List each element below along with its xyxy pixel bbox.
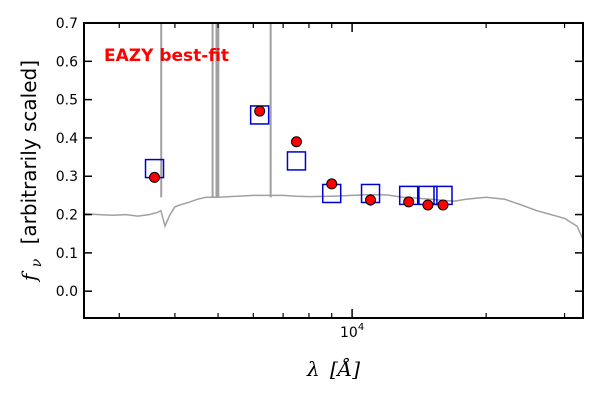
x-tick-label-exp: 4 xyxy=(358,322,364,333)
observed-point xyxy=(149,171,161,183)
y-axis-label: f ν [arbitrarily scaled] xyxy=(17,60,46,283)
axis-ticks: 0.0 0.1 0.2 0.3 0.4 0.5 0.6 0.7 xyxy=(56,16,583,318)
model-photometry-square xyxy=(286,151,307,171)
observed-point xyxy=(365,194,377,206)
y-axis-text: [arbitrarily scaled] xyxy=(17,60,41,244)
y-tick-label: 0.6 xyxy=(56,54,78,70)
plot-frame xyxy=(83,22,584,319)
emission-lines-layer xyxy=(160,23,272,198)
observed-point xyxy=(290,136,302,148)
annotation-eazy-best-fit: EAZY best-fit xyxy=(104,46,229,66)
y-axis-subscript: ν xyxy=(29,258,45,267)
observed-point xyxy=(422,199,434,211)
observed-point xyxy=(437,199,449,211)
y-tick-label: 0.4 xyxy=(56,131,78,147)
template-spectrum-line xyxy=(83,193,584,240)
x-axis-unit: [Å] xyxy=(330,356,360,381)
observed-point xyxy=(403,196,415,208)
observed-photometry-layer xyxy=(149,105,449,211)
model-photometry-layer xyxy=(144,105,453,206)
y-tick-label: 0.1 xyxy=(56,246,78,262)
y-tick-label: 0.7 xyxy=(56,16,78,32)
y-tick-label: 0.3 xyxy=(56,169,78,185)
x-tick-label-1e4: 104 xyxy=(340,322,364,341)
x-tick-label-base: 10 xyxy=(340,325,358,341)
y-tick-label: 0.5 xyxy=(56,93,78,109)
y-tick-label: 0.0 xyxy=(56,284,78,300)
y-axis-symbol: f xyxy=(17,270,41,283)
observed-point xyxy=(326,178,338,190)
observed-point xyxy=(254,105,266,117)
x-axis-symbol: λ xyxy=(306,357,320,381)
y-tick-label: 0.2 xyxy=(56,208,78,224)
x-axis-label: λ [Å] xyxy=(306,356,360,381)
template-spectrum-layer xyxy=(83,193,584,240)
